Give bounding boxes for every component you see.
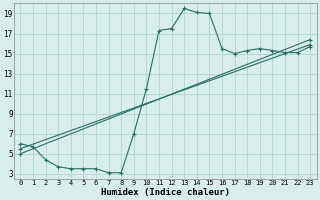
X-axis label: Humidex (Indice chaleur): Humidex (Indice chaleur) bbox=[101, 188, 230, 197]
